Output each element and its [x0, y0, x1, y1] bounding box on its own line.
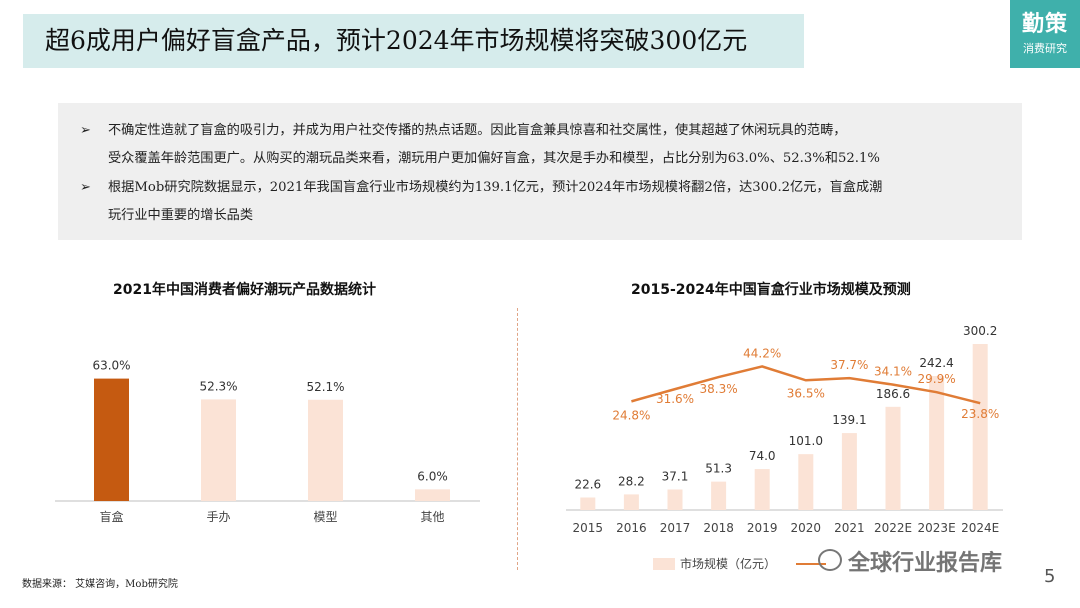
tick-label: 2022E	[874, 521, 912, 535]
bar	[798, 454, 814, 510]
line-data-label: 44.2%	[743, 346, 781, 360]
line-data-label: 38.3%	[700, 382, 738, 396]
line-data-label: 37.7%	[830, 358, 868, 372]
bullet-line: 玩行业中重要的增长品类	[108, 208, 254, 223]
data-label: 22.6	[574, 478, 601, 492]
legend-bar-swatch	[653, 558, 675, 570]
tick-label: 2019	[747, 521, 778, 535]
tick-label: 2024E	[961, 521, 999, 535]
data-label: 6.0%	[417, 469, 448, 483]
tick-label: 2016	[616, 521, 647, 535]
tick-label: 2021	[834, 521, 865, 535]
data-label: 186.6	[876, 387, 910, 401]
data-label: 51.3	[705, 462, 732, 476]
data-label: 74.0	[749, 449, 776, 463]
line-data-label: 34.1%	[874, 365, 912, 379]
right-chart-title: 2015-2024年中国盲盒行业市场规模及预测	[631, 282, 911, 298]
bar	[754, 469, 770, 510]
line-data-label: 24.8%	[612, 408, 650, 422]
data-label: 37.1	[662, 469, 689, 483]
watermark: 全球行业报告库	[848, 551, 1003, 576]
brand-name: 勤策	[1021, 11, 1068, 37]
chart-divider	[517, 308, 518, 570]
summary-box: ➢ 不确定性造就了盲盒的吸引力，并成为用户社交传播的热点话题。因此盲盒兼具惊喜和…	[58, 103, 1022, 240]
data-source: 数据来源： 艾媒咨询，Mob研究院	[22, 579, 178, 590]
data-label: 139.1	[832, 413, 866, 427]
data-label: 63.0%	[92, 359, 130, 373]
legend-line-swatch	[796, 563, 826, 565]
data-label: 52.1%	[306, 380, 344, 394]
bar	[308, 399, 343, 501]
data-label: 300.2	[963, 324, 997, 338]
bullet-line: 不确定性造就了盲盒的吸引力，并成为用户社交传播的热点话题。因此盲盒兼具惊喜和社交…	[108, 123, 847, 138]
tick-label: 盲盒	[99, 509, 123, 524]
left-chart-title: 2021年中国消费者偏好潮玩产品数据统计	[113, 282, 376, 298]
bar	[929, 375, 945, 510]
line-data-label: 36.5%	[787, 386, 825, 400]
bar	[415, 489, 450, 501]
tick-label: 2023E	[918, 521, 956, 535]
page-title: 超6成用户偏好盲盒产品，预计2024年市场规模将突破300亿元	[45, 26, 748, 55]
brand-subtitle: 消费研究	[1023, 42, 1067, 55]
legend-bar-label: 市场规模（亿元）	[680, 557, 777, 571]
tick-label: 手办	[206, 509, 230, 524]
bar	[623, 494, 639, 510]
brand-logo: 勤策 消费研究	[1010, 0, 1080, 68]
tick-label: 2015	[573, 521, 604, 535]
line-data-label: 29.9%	[918, 372, 956, 386]
bullet-line: 根据Mob研究院数据显示，2021年我国盲盒行业市场规模约为139.1亿元，预计…	[108, 180, 883, 195]
bar	[201, 399, 236, 501]
bar	[580, 497, 596, 510]
bullet-line: 受众覆盖年龄范围更广。从购买的潮玩品类来看，潮玩用户更加偏好盲盒，其次是手办和模…	[108, 151, 880, 166]
tick-label: 模型	[313, 510, 337, 524]
data-label: 101.0	[789, 434, 823, 448]
growth-line	[631, 365, 981, 405]
tick-label: 其他	[420, 510, 444, 524]
bar	[841, 433, 857, 510]
bullet-arrow-icon: ➢	[80, 123, 92, 138]
bar	[94, 378, 129, 501]
bar	[711, 481, 727, 510]
bar	[667, 489, 683, 510]
line-data-label: 31.6%	[656, 392, 694, 406]
data-label: 242.4	[919, 356, 953, 370]
page-number: 5	[1044, 566, 1056, 587]
bar	[972, 344, 988, 510]
bullet-arrow-icon: ➢	[80, 180, 92, 195]
wechat-icon	[818, 549, 842, 571]
title-bar: 超6成用户偏好盲盒产品，预计2024年市场规模将突破300亿元	[23, 14, 804, 68]
tick-label: 2018	[703, 521, 734, 535]
bar	[885, 406, 901, 510]
data-label: 52.3%	[199, 379, 237, 393]
tick-label: 2017	[660, 521, 691, 535]
data-label: 28.2	[618, 474, 645, 488]
tick-label: 2020	[791, 521, 822, 535]
line-data-label: 23.8%	[961, 407, 999, 421]
